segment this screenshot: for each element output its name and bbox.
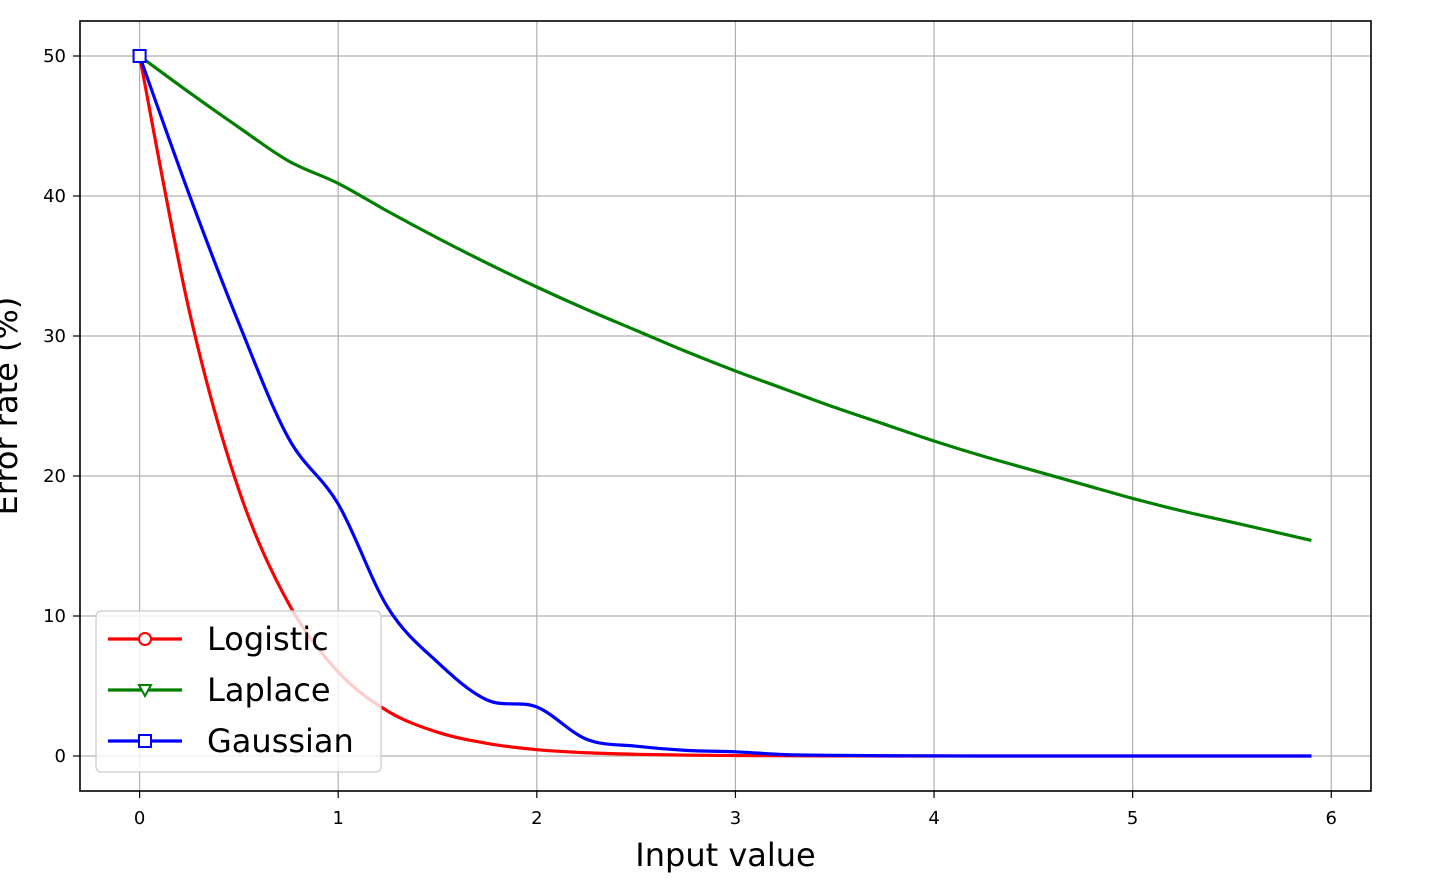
legend-marker-gaussian <box>138 734 152 748</box>
x-tick-label: 5 <box>1127 808 1138 829</box>
x-tick-label: 6 <box>1326 808 1337 829</box>
x-axis-label: Input value <box>635 836 815 874</box>
series-line-gaussian <box>138 55 1312 758</box>
series-marker-gaussian <box>132 49 147 63</box>
legend-label-gaussian: Gaussian <box>207 722 354 760</box>
y-axis-label: Error rate (%) <box>0 297 25 516</box>
x-tick-label: 3 <box>730 808 741 829</box>
y-tick-label: 20 <box>43 466 66 487</box>
y-tick-label: 0 <box>55 746 66 767</box>
axis-ticks: 0 1 2 3 4 5 6 0 10 20 30 40 50 <box>43 46 1337 829</box>
x-tick-label: 4 <box>928 808 939 829</box>
grid <box>80 21 1371 791</box>
x-tick-label: 2 <box>531 808 542 829</box>
series-line-laplace <box>138 54 1312 542</box>
legend-marker-laplace <box>137 684 153 699</box>
x-tick-label: 1 <box>332 808 343 829</box>
plot-frame <box>79 20 1372 792</box>
legend: Logistic Laplace Gaussian <box>95 610 382 773</box>
legend-label-laplace: Laplace <box>207 671 331 709</box>
y-tick-label: 40 <box>43 186 66 207</box>
x-tick-label: 0 <box>134 808 145 829</box>
legend-box <box>95 610 382 773</box>
y-tick-label: 50 <box>43 46 66 67</box>
series-lines <box>131 49 1312 758</box>
y-tick-label: 10 <box>43 606 66 627</box>
legend-marker-logistic <box>138 632 152 646</box>
legend-label-logistic: Logistic <box>207 620 329 658</box>
y-tick-label: 30 <box>43 326 66 347</box>
